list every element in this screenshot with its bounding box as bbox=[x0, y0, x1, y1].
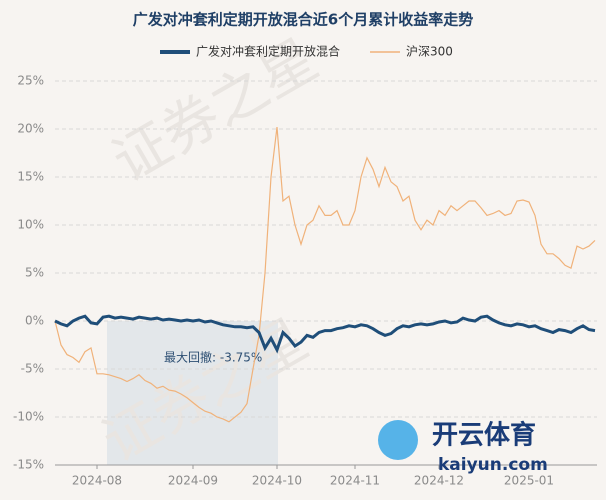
y-tick-label: 0% bbox=[25, 314, 44, 328]
x-tick-label: 2024-08 bbox=[72, 474, 122, 488]
y-tick-label: 5% bbox=[25, 266, 44, 280]
x-tick-label: 2025-01 bbox=[504, 474, 554, 488]
annotation: 最大回撤: -3.75% bbox=[164, 350, 262, 365]
y-tick-label: 20% bbox=[17, 122, 44, 136]
y-tick-label: 25% bbox=[17, 74, 44, 88]
logo-name: 开云体育 bbox=[432, 420, 536, 451]
legend-label: 沪深300 bbox=[406, 45, 453, 59]
x-tick-label: 2024-12 bbox=[414, 474, 464, 488]
x-tick-label: 2024-11 bbox=[330, 474, 380, 488]
series-line bbox=[54, 314, 596, 354]
chart-title: 广发对冲套利定期开放混合近6个月累计收益率走势 bbox=[133, 11, 473, 29]
drawdown-area bbox=[107, 321, 278, 465]
y-tick-label: 10% bbox=[17, 218, 44, 232]
y-tick-label: -15% bbox=[13, 458, 44, 472]
logo-icon bbox=[378, 420, 418, 460]
logo-site: kaiyun.com bbox=[438, 455, 548, 475]
y-tick-label: -10% bbox=[13, 410, 44, 424]
y-tick-label: -5% bbox=[21, 362, 44, 376]
x-tick-label: 2024-09 bbox=[168, 474, 218, 488]
legend-label: 广发对冲套利定期开放混合 bbox=[196, 44, 340, 59]
series-line bbox=[54, 127, 596, 423]
logo: 开云体育 kaiyun.com bbox=[378, 420, 548, 475]
x-tick-label: 2024-10 bbox=[252, 474, 302, 488]
y-tick-label: 15% bbox=[17, 170, 44, 184]
